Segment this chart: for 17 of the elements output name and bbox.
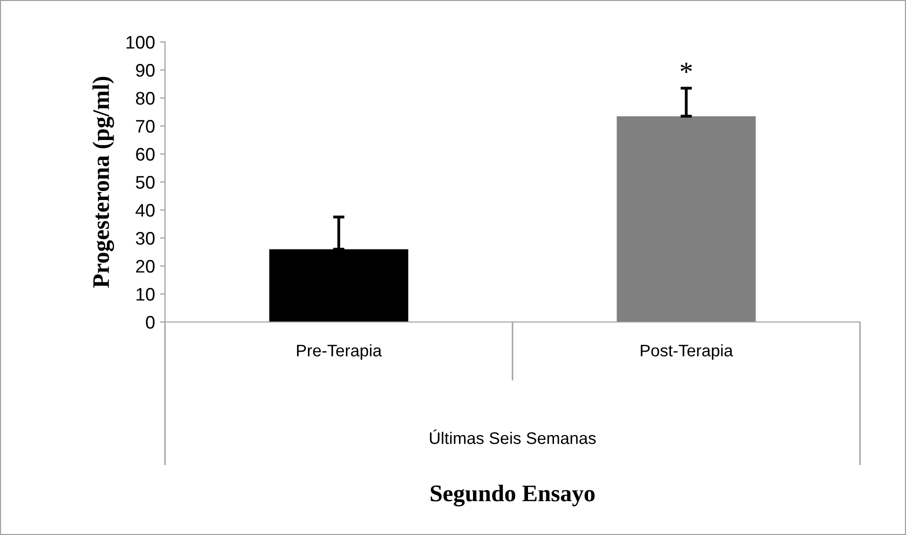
y-tick-label: 20 — [136, 260, 155, 273]
y-tick-label: 60 — [136, 148, 155, 161]
y-axis-title: Progesterona (pg/ml) — [92, 76, 114, 288]
y-tick-label: 100 — [126, 36, 155, 49]
y-tick-label: 30 — [136, 232, 155, 245]
y-tick-label: 80 — [136, 92, 155, 105]
y-tick-label: 70 — [136, 120, 155, 133]
y-tick-label: 10 — [136, 288, 155, 301]
text: Últimas Seis Semanas — [430, 429, 596, 444]
y-tick-label: 90 — [136, 64, 155, 77]
text: Segundo Ensayo — [430, 484, 595, 506]
y-tick-label: 50 — [136, 176, 155, 189]
y-tick-label: 40 — [136, 204, 155, 217]
x-tick-label: Pre-Terapia — [297, 344, 382, 360]
annotation: * — [680, 62, 692, 73]
x-tick-label: Post-Terapia — [640, 344, 734, 360]
y-tick-label: 0 — [146, 316, 155, 329]
